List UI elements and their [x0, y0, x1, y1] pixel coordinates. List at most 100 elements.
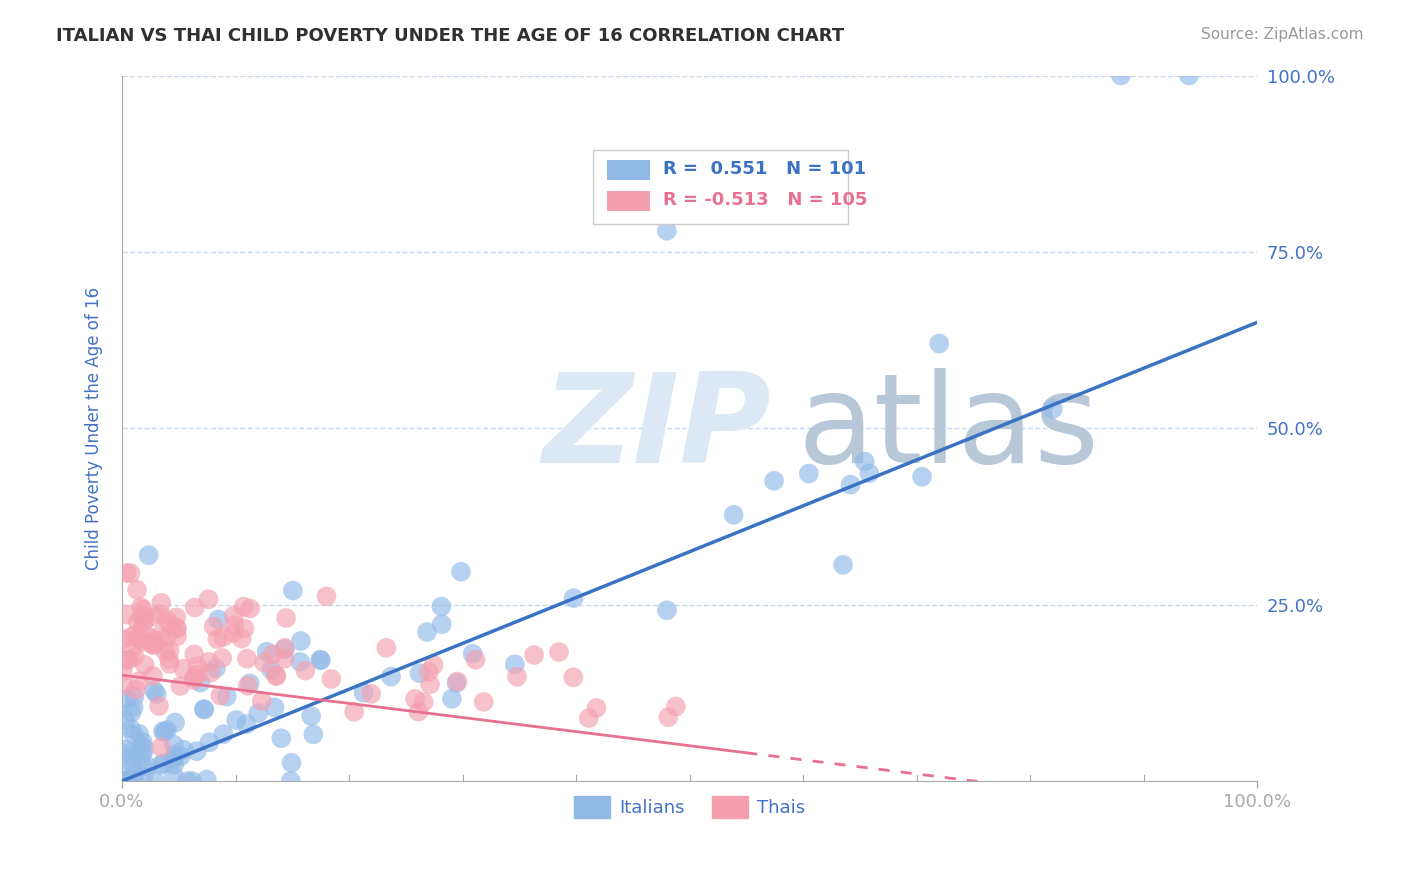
Point: [224, 618, 246, 632]
Point: [165, 610, 187, 624]
Point: [186, 667, 208, 681]
Point: [657, 710, 679, 724]
Point: [157, 652, 180, 666]
Point: [302, 727, 325, 741]
Point: [143, 683, 166, 698]
Point: [404, 692, 426, 706]
Point: [125, 626, 148, 640]
Point: [150, 596, 173, 610]
Point: [418, 665, 440, 679]
Point: [197, 592, 219, 607]
Point: [408, 666, 430, 681]
Point: [321, 672, 343, 686]
Point: [114, 714, 136, 728]
Point: [115, 653, 138, 667]
Point: [132, 609, 155, 624]
Point: [212, 727, 235, 741]
Point: [122, 699, 145, 714]
Point: [183, 648, 205, 662]
Point: [839, 477, 862, 491]
Point: [122, 749, 145, 764]
Point: [165, 747, 187, 762]
Point: [118, 746, 141, 760]
Point: [450, 565, 472, 579]
Point: [115, 742, 138, 756]
Point: [162, 752, 184, 766]
Point: [117, 691, 139, 706]
Point: [858, 467, 880, 481]
Point: [142, 632, 165, 647]
Point: [416, 625, 439, 640]
Point: [207, 612, 229, 626]
Point: [211, 651, 233, 665]
Point: [143, 774, 166, 789]
Point: [198, 735, 221, 749]
Point: [121, 756, 143, 771]
Text: ZIP: ZIP: [541, 368, 770, 489]
Point: [176, 774, 198, 789]
Point: [655, 224, 678, 238]
Point: [112, 774, 135, 789]
Point: [273, 640, 295, 655]
Point: [156, 723, 179, 737]
Point: [911, 469, 934, 483]
Point: [853, 454, 876, 468]
Point: [153, 725, 176, 739]
Point: [129, 600, 152, 615]
Point: [124, 690, 146, 704]
Point: [360, 687, 382, 701]
Point: [121, 642, 143, 657]
Point: [256, 645, 278, 659]
Point: [294, 664, 316, 678]
Bar: [607, 191, 650, 211]
Point: [128, 727, 150, 741]
Point: [212, 630, 235, 644]
Point: [172, 662, 194, 676]
Point: [125, 682, 148, 697]
Point: [270, 731, 292, 746]
Point: [503, 657, 526, 672]
Point: [114, 774, 136, 789]
Point: [239, 601, 262, 615]
Point: [143, 637, 166, 651]
Point: [207, 632, 229, 647]
Point: [183, 673, 205, 687]
Point: [136, 759, 159, 773]
Point: [142, 669, 165, 683]
Point: [163, 757, 186, 772]
Point: [280, 774, 302, 789]
Point: [142, 638, 165, 652]
Point: [440, 691, 463, 706]
Point: [343, 705, 366, 719]
Point: [127, 631, 149, 645]
Point: [1178, 69, 1201, 83]
Point: [131, 735, 153, 749]
Point: [138, 548, 160, 562]
Point: [170, 749, 193, 764]
Point: [131, 739, 153, 753]
Point: [120, 566, 142, 581]
Point: [198, 655, 221, 669]
Point: [166, 629, 188, 643]
Point: [419, 677, 441, 691]
Point: [239, 676, 262, 690]
Point: [225, 713, 247, 727]
Point: [169, 679, 191, 693]
Point: [155, 630, 177, 644]
Point: [141, 636, 163, 650]
Point: [233, 622, 256, 636]
Point: [236, 651, 259, 665]
Point: [132, 770, 155, 784]
Point: [281, 583, 304, 598]
Bar: [607, 161, 650, 180]
Point: [222, 608, 245, 623]
Point: [260, 663, 283, 677]
Point: [578, 711, 600, 725]
Point: [115, 566, 138, 580]
Legend: Italians, Thais: Italians, Thais: [567, 789, 813, 825]
Point: [209, 689, 232, 703]
Point: [163, 769, 186, 783]
FancyBboxPatch shape: [593, 150, 848, 224]
Point: [315, 590, 337, 604]
Point: [299, 709, 322, 723]
